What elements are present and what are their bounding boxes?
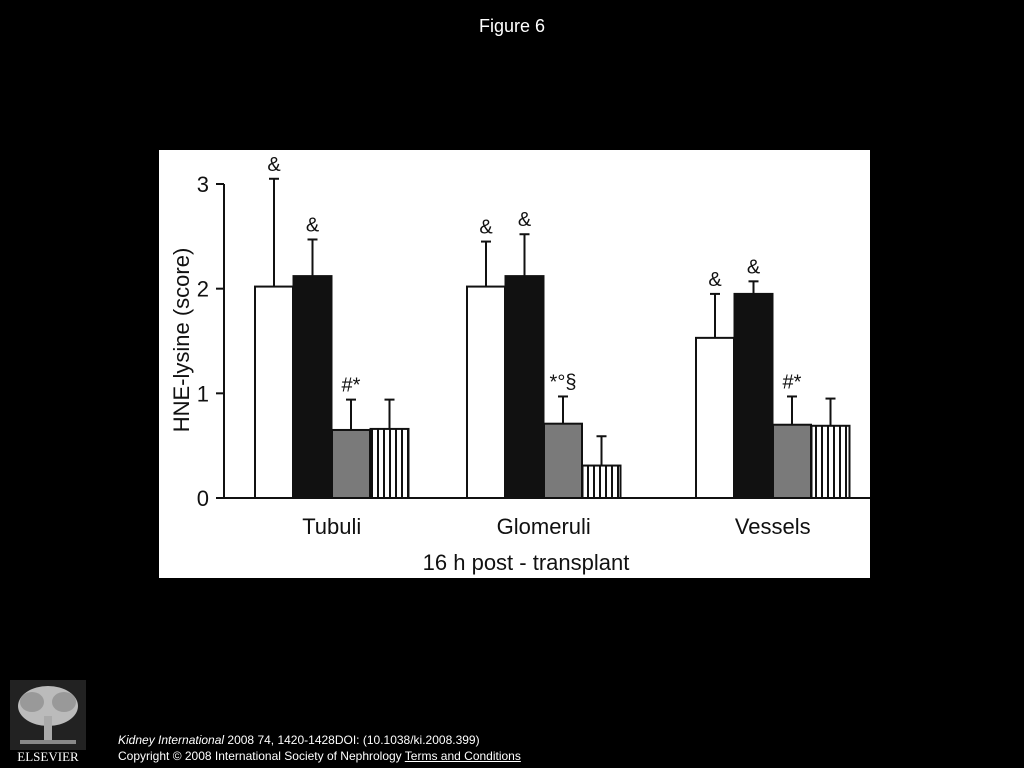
copyright-text: Copyright © 2008 International Society o…: [118, 749, 405, 763]
bar-glomeruli-black: [504, 275, 545, 499]
annotation-tubuli-white: &: [267, 154, 281, 176]
category-label-tubuli: Tubuli: [302, 514, 361, 539]
chart-panel: 0 1 2 3 & & #* & & *°§ & & #* Tubuli Glomeruli Vessel…: [159, 150, 870, 578]
y-axis-label: HNE-lysine (score): [169, 248, 194, 433]
annotation-vessels-white: &: [708, 269, 722, 291]
annotation-tubuli-gray: #*: [342, 375, 361, 397]
bar-chart: 0 1 2 3 & & #* & & *°§ & & #* Tubuli Glomeruli Vessel…: [169, 154, 870, 575]
journal-name: Kidney International: [118, 733, 225, 747]
annotation-glomeruli-white: &: [479, 217, 493, 239]
y-tick-label-3: 3: [197, 172, 209, 197]
y-tick-label-2: 2: [197, 277, 209, 302]
bar-vessels-striped: [810, 424, 851, 499]
bar-tubuli-black: [292, 275, 333, 499]
annotation-tubuli-black: &: [306, 214, 320, 236]
bar-glomeruli-striped: [581, 464, 622, 500]
terms-link[interactable]: Terms and Conditions: [404, 749, 521, 763]
annotation-vessels-black: &: [747, 256, 761, 278]
bar-vessels-black: [733, 292, 774, 499]
category-label-glomeruli: Glomeruli: [497, 514, 591, 539]
citation-details: 2008 74, 1420-1428DOI: (10.1038/ki.2008.…: [224, 733, 480, 747]
bar-tubuli-white: [254, 285, 294, 499]
bar-vessels-gray: [772, 423, 812, 500]
copyright-line: Copyright © 2008 International Society o…: [118, 748, 521, 764]
figure-title: Figure 6: [478, 16, 546, 36]
annotation-glomeruli-black: &: [518, 209, 532, 231]
x-axis-label: 16 h post - transplant: [423, 550, 630, 575]
elsevier-tree-icon: ELSEVIER: [10, 680, 86, 764]
y-tick-label-0: 0: [197, 486, 209, 511]
category-label-vessels: Vessels: [735, 514, 811, 539]
bar-glomeruli-white: [466, 285, 506, 499]
bar-glomeruli-gray: [543, 422, 583, 500]
bar-tubuli-gray: [331, 428, 371, 500]
elsevier-logo-text: ELSEVIER: [17, 749, 79, 764]
annotation-vessels-gray: #*: [783, 371, 802, 393]
y-tick-label-1: 1: [197, 381, 209, 406]
citation-line: Kidney International 2008 74, 1420-1428D…: [118, 732, 521, 748]
annotation-glomeruli-gray: *°§: [550, 371, 577, 393]
bar-tubuli-striped: [369, 427, 410, 500]
citation: Kidney International 2008 74, 1420-1428D…: [118, 732, 521, 764]
bar-vessels-white: [695, 336, 735, 499]
